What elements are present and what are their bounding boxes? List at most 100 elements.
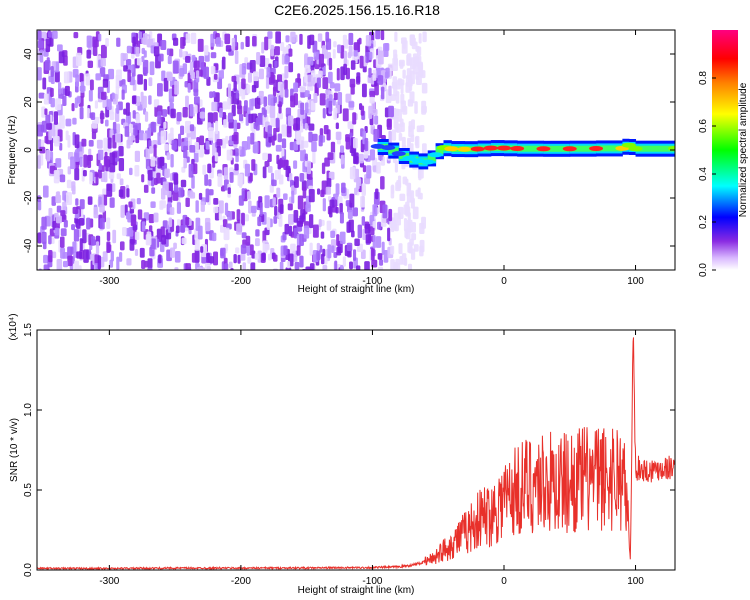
spectrogram-cell	[191, 54, 196, 63]
spectrogram-cell	[328, 57, 333, 71]
spectrogram-cell	[74, 167, 80, 181]
spectrogram-cell	[176, 111, 182, 122]
spectrogram-cell	[326, 220, 332, 231]
spectrogram-cell	[189, 104, 194, 117]
spectrogram-cell	[197, 225, 203, 240]
spectrogram-cell	[141, 37, 146, 45]
ridge-peak	[589, 146, 604, 152]
spectrogram-cell	[100, 256, 105, 268]
spectrogram-cell	[248, 113, 254, 124]
spectrogram-cell	[364, 261, 370, 270]
spectrogram-cell	[247, 136, 251, 150]
spectrogram-cell	[255, 117, 260, 131]
spectrogram-cell	[259, 55, 266, 67]
spectrogram-cell	[294, 176, 299, 188]
spectrogram-cell	[240, 41, 244, 50]
spectrogram-cell	[190, 32, 197, 45]
spectrogram-cell	[264, 36, 269, 51]
spectrogram-cell	[88, 89, 93, 102]
spectrogram-cell	[73, 31, 79, 39]
spectrogram-cell	[57, 44, 63, 52]
spectrogram-cell	[304, 64, 311, 74]
spectrogram-cell	[311, 141, 317, 152]
spectrogram-cell	[70, 246, 74, 255]
spectrogram-cell	[270, 116, 276, 128]
spectrogram-cell	[375, 30, 381, 40]
spectrogram-cell	[126, 45, 132, 54]
spectrogram-cell	[241, 141, 248, 151]
spectrogram-cell	[116, 69, 122, 81]
spectrogram-cell	[377, 75, 384, 85]
spectrogram-cell	[207, 112, 214, 124]
spectrogram-cell	[277, 133, 282, 143]
spectrogram-cell	[286, 125, 292, 138]
spectrogram-cell	[284, 79, 288, 91]
spectrogram-cell	[345, 67, 350, 80]
spectrogram-cell	[394, 160, 398, 173]
spectrogram-cell	[116, 37, 121, 47]
spectrogram-cell	[347, 209, 353, 220]
spectrogram-cell	[180, 125, 185, 135]
spectrogram-cell	[252, 71, 259, 82]
spectrogram-cell	[249, 244, 254, 256]
spectrogram-cell	[51, 237, 55, 245]
spectrogram-cell	[402, 105, 408, 115]
spectrogram-cell	[286, 261, 291, 269]
spectrogram-cell	[278, 214, 283, 227]
spectrogram-cell	[349, 167, 356, 180]
spectrogram-cell	[160, 200, 166, 209]
snr-x-ticks: -300 -200 -100 0 100	[99, 330, 644, 587]
spectrogram-cell	[111, 183, 116, 193]
spectrogram-cell	[132, 110, 136, 119]
spectrogram-cell	[129, 76, 135, 86]
spectrogram-cell	[41, 216, 47, 230]
spectrogram-cell	[213, 198, 219, 205]
spectrogram-cell	[134, 231, 140, 240]
spectrogram-cell	[305, 204, 311, 212]
spectrogram-cell	[393, 269, 396, 270]
spectrogram-cell	[246, 84, 251, 94]
spectrogram-cell	[222, 101, 228, 110]
spectrogram-cell	[86, 217, 91, 230]
spectrogram-cell	[293, 160, 298, 169]
spectrogram-cell	[374, 115, 379, 125]
spectrogram-cell	[361, 216, 366, 226]
spectrogram-cell	[100, 58, 106, 67]
spectrogram-cell	[267, 125, 272, 137]
spectrogram-cell	[332, 98, 336, 106]
spectrogram-cell	[99, 204, 105, 213]
spectrogram-cell	[380, 86, 385, 100]
ridge-band-inner	[517, 145, 544, 152]
snr-y-ticks: 0.0 0.5 1.0 1.5	[23, 323, 675, 577]
spectrogram-cell	[335, 206, 339, 214]
spectrogram-cell	[264, 195, 270, 209]
spectrogram-cell	[145, 234, 152, 246]
spectrogram-cell	[37, 67, 42, 81]
spectrogram-cell	[371, 109, 378, 116]
spectrogram-cell	[136, 197, 141, 205]
x-tick-label: -200	[231, 576, 251, 587]
snr-x-axis-label: Height of straight line (km)	[298, 585, 415, 596]
spectrogram-cell	[141, 174, 145, 183]
spectrogram-cell	[157, 132, 162, 146]
spectrogram-cell	[233, 80, 237, 92]
spectrogram-cell	[56, 205, 62, 213]
spectrogram-cell	[419, 192, 423, 200]
spectrogram-cell	[264, 161, 270, 168]
spectrogram-cell	[87, 154, 93, 161]
spectrogram-cell	[62, 260, 69, 268]
spectrogram-cell	[313, 51, 319, 60]
spectrogram-cell	[267, 165, 273, 173]
spectrogram-cell	[60, 228, 67, 237]
spectrogram-cell	[309, 214, 314, 229]
spectrogram-cell	[350, 60, 356, 70]
spectrogram-cell	[353, 249, 357, 261]
spectrogram-cell	[194, 104, 198, 114]
spectrogram-cell	[129, 123, 133, 134]
spectrogram-cell	[130, 214, 137, 227]
spectrogram-cell	[103, 137, 109, 152]
spectrogram-cell	[353, 137, 358, 149]
spectrogram-cell	[227, 83, 232, 98]
spectrogram-cell	[402, 69, 406, 79]
spectrogram-cell	[354, 238, 360, 246]
